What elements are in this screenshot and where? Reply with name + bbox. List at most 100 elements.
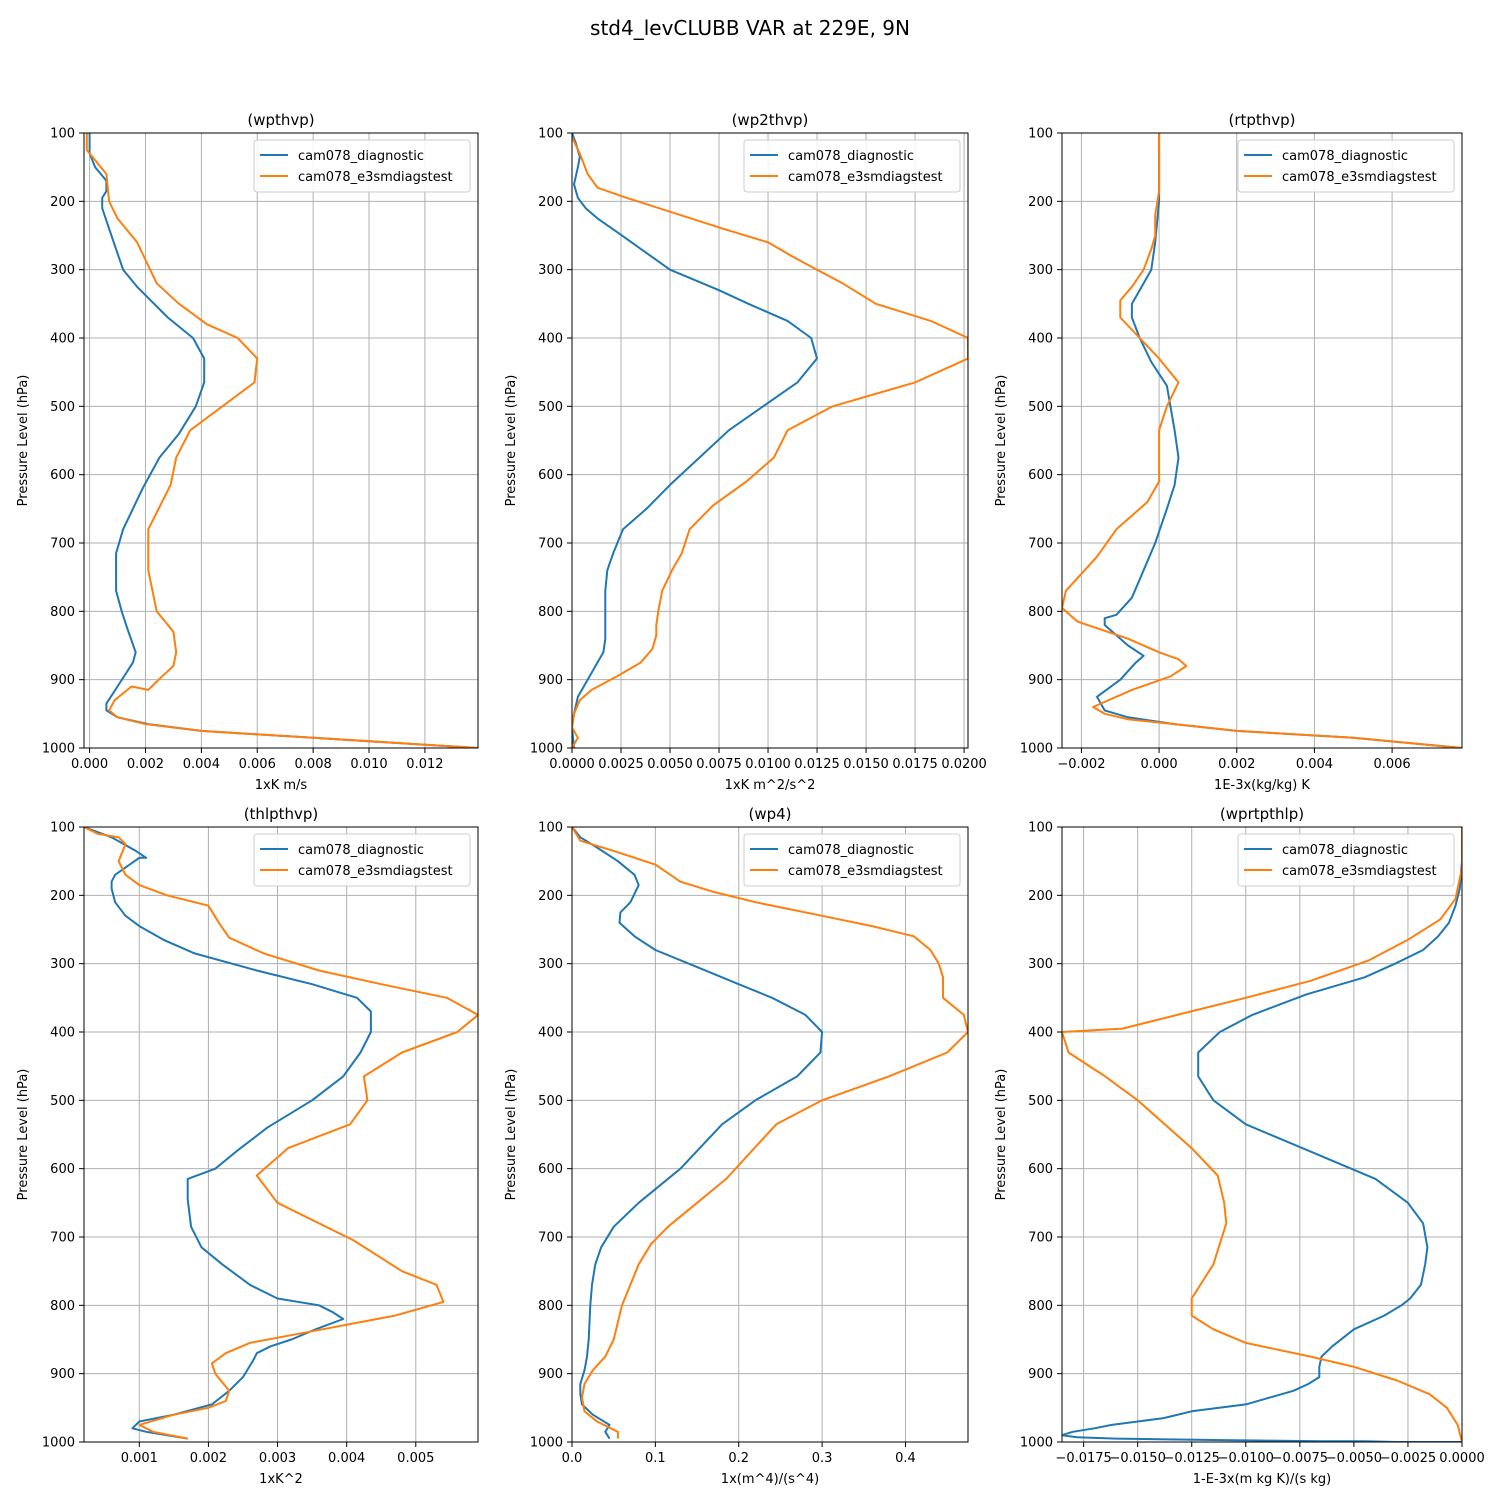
series-line-cam078_e3smdiagstest bbox=[84, 827, 478, 1440]
x-tick-label: 0.0025 bbox=[598, 757, 644, 772]
series-line-cam078_e3smdiagstest bbox=[572, 827, 968, 1439]
y-tick-label: 1000 bbox=[530, 742, 563, 757]
y-tick-label: 500 bbox=[538, 400, 563, 415]
y-tick-label: 600 bbox=[50, 1162, 75, 1177]
legend-label: cam078_diagnostic bbox=[298, 149, 424, 164]
y-tick-label: 600 bbox=[538, 1162, 563, 1177]
x-tick-label: 0.4 bbox=[895, 1451, 916, 1466]
legend: cam078_diagnostic cam078_e3smdiagstest bbox=[1237, 833, 1455, 887]
x-tick-label: 0.004 bbox=[1296, 757, 1333, 772]
y-tick-label: 100 bbox=[538, 821, 563, 836]
y-tick-label: 200 bbox=[50, 195, 75, 210]
y-tick-label: 900 bbox=[1028, 1367, 1053, 1382]
y-tick-label: 1000 bbox=[42, 742, 75, 757]
y-tick-label: 100 bbox=[538, 127, 563, 142]
x-axis-label: 1-E-3x(m kg K)/(s kg) bbox=[1193, 1472, 1331, 1487]
y-tick-label: 300 bbox=[1028, 263, 1053, 278]
y-tick-label: 900 bbox=[538, 1367, 563, 1382]
y-tick-label: 900 bbox=[50, 1367, 75, 1382]
y-tick-label: 600 bbox=[1028, 468, 1053, 483]
y-tick-label: 600 bbox=[538, 468, 563, 483]
series-line-cam078_diagnostic bbox=[1062, 827, 1462, 1442]
series-line-cam078_diagnostic bbox=[1096, 133, 1462, 748]
subplot-title: (wprtpthlp) bbox=[1220, 805, 1304, 823]
legend-label: cam078_diagnostic bbox=[1282, 149, 1408, 164]
axes-frame bbox=[1061, 826, 1463, 1443]
x-tick-label: 0.006 bbox=[239, 757, 276, 772]
x-tick-label: −0.0025 bbox=[1380, 1451, 1436, 1466]
y-tick-label: 300 bbox=[538, 263, 563, 278]
x-tick-label: 0.3 bbox=[812, 1451, 833, 1466]
x-tick-label: −0.0175 bbox=[1055, 1451, 1111, 1466]
y-tick-label: 500 bbox=[1028, 1094, 1053, 1109]
x-tick-label: 0.008 bbox=[295, 757, 332, 772]
y-tick-label: 900 bbox=[50, 673, 75, 688]
x-tick-label: 0.0000 bbox=[1439, 1451, 1485, 1466]
legend-box bbox=[253, 139, 471, 193]
subplot-3: −0.002 0.000 0.002 0.004 0.006 100 200 300 400 50… bbox=[994, 111, 1463, 793]
y-axis-label: Pressure Level (hPa) bbox=[504, 375, 519, 507]
subplot-title: (wpthvp) bbox=[247, 111, 314, 129]
x-axis-label: 1xK^2 bbox=[259, 1472, 303, 1487]
series-line-cam078_diagnostic bbox=[84, 827, 372, 1440]
series-line-cam078_diagnostic bbox=[572, 827, 824, 1440]
y-tick-label: 600 bbox=[1028, 1162, 1053, 1177]
y-tick-label: 1000 bbox=[1020, 1436, 1053, 1451]
legend-box bbox=[743, 833, 961, 887]
y-tick-label: 100 bbox=[50, 821, 75, 836]
series-line-cam078_e3smdiagstest bbox=[1062, 133, 1462, 748]
legend-label: cam078_e3smdiagstest bbox=[298, 170, 453, 185]
legend-box bbox=[743, 139, 961, 193]
y-tick-label: 300 bbox=[1028, 957, 1053, 972]
x-axis-label: 1E-3x(kg/kg) K bbox=[1214, 778, 1310, 793]
x-tick-label: 0.0000 bbox=[549, 757, 595, 772]
x-tick-label: 0.1 bbox=[645, 1451, 666, 1466]
x-tick-label: 0.0175 bbox=[892, 757, 938, 772]
y-axis-label: Pressure Level (hPa) bbox=[504, 1069, 519, 1201]
legend: cam078_diagnostic cam078_e3smdiagstest bbox=[253, 833, 471, 887]
y-tick-label: 400 bbox=[538, 1026, 563, 1041]
axes-frame bbox=[571, 826, 969, 1443]
y-tick-label: 500 bbox=[1028, 400, 1053, 415]
y-tick-label: 300 bbox=[538, 957, 563, 972]
y-tick-label: 400 bbox=[1028, 1026, 1053, 1041]
subplot-title: (thlpthvp) bbox=[244, 805, 319, 823]
y-tick-label: 700 bbox=[50, 1231, 75, 1246]
y-axis-label: Pressure Level (hPa) bbox=[16, 1069, 31, 1201]
x-tick-label: 0.0100 bbox=[745, 757, 791, 772]
x-tick-label: 0.003 bbox=[259, 1451, 296, 1466]
x-tick-label: 0.000 bbox=[1140, 757, 1177, 772]
y-tick-label: 300 bbox=[50, 263, 75, 278]
y-tick-label: 800 bbox=[1028, 605, 1053, 620]
legend-label: cam078_diagnostic bbox=[788, 149, 914, 164]
figure-title: std4_levCLUBB VAR at 229E, 9N bbox=[590, 16, 910, 40]
legend: cam078_diagnostic cam078_e3smdiagstest bbox=[1237, 139, 1455, 193]
y-tick-label: 700 bbox=[50, 537, 75, 552]
y-tick-label: 700 bbox=[538, 537, 563, 552]
y-tick-label: 100 bbox=[1028, 127, 1053, 142]
subplot-title: (rtpthvp) bbox=[1228, 111, 1295, 129]
y-tick-label: 200 bbox=[538, 889, 563, 904]
x-tick-label: −0.002 bbox=[1057, 757, 1105, 772]
x-tick-label: 0.000 bbox=[71, 757, 108, 772]
y-tick-label: 100 bbox=[50, 127, 75, 142]
axes-frame bbox=[83, 132, 479, 749]
x-tick-label: 0.002 bbox=[1218, 757, 1255, 772]
x-tick-label: 0.012 bbox=[406, 757, 443, 772]
y-tick-label: 800 bbox=[1028, 1299, 1053, 1314]
x-tick-label: 0.0150 bbox=[843, 757, 889, 772]
y-tick-label: 700 bbox=[1028, 537, 1053, 552]
y-tick-label: 900 bbox=[1028, 673, 1053, 688]
subplot-title: (wp2thvp) bbox=[732, 111, 809, 129]
y-tick-label: 200 bbox=[538, 195, 563, 210]
y-tick-label: 700 bbox=[538, 1231, 563, 1246]
x-axis-label: 1xK m^2/s^2 bbox=[725, 778, 816, 793]
series-line-cam078_e3smdiagstest bbox=[85, 133, 478, 748]
y-axis-label: Pressure Level (hPa) bbox=[994, 1069, 1009, 1201]
y-tick-label: 100 bbox=[1028, 821, 1053, 836]
y-tick-label: 500 bbox=[50, 1094, 75, 1109]
subplot-title: (wp4) bbox=[748, 805, 791, 823]
y-axis-label: Pressure Level (hPa) bbox=[16, 375, 31, 507]
x-tick-label: −0.0050 bbox=[1326, 1451, 1382, 1466]
